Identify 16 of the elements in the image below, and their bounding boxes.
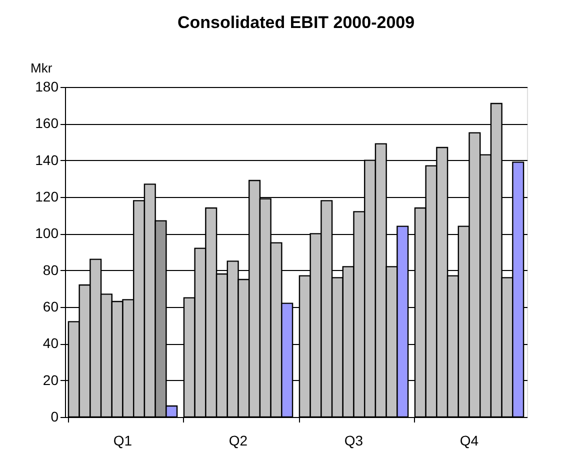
y-tick-label: 60 bbox=[42, 298, 59, 314]
x-tick-label: Q1 bbox=[113, 432, 132, 448]
x-tick-label: Q3 bbox=[344, 432, 364, 448]
y-tick-label: 0 bbox=[50, 408, 59, 424]
y-tick-label: 180 bbox=[35, 78, 59, 94]
y-tick-label: 140 bbox=[35, 152, 59, 168]
y-tick-label: 160 bbox=[35, 115, 59, 132]
y-tick-label: 40 bbox=[42, 335, 59, 352]
chart-title: Consolidated EBIT 2000-2009 bbox=[177, 13, 415, 32]
y-tick-label: 100 bbox=[35, 225, 59, 242]
y-tick-label: 120 bbox=[35, 188, 59, 204]
y-tick-label: 20 bbox=[42, 372, 59, 388]
x-tick-label: Q4 bbox=[460, 432, 479, 448]
y-tick-label: 80 bbox=[42, 262, 59, 278]
y-axis-title: Mkr bbox=[30, 60, 53, 76]
x-tick-label: Q2 bbox=[228, 432, 248, 448]
